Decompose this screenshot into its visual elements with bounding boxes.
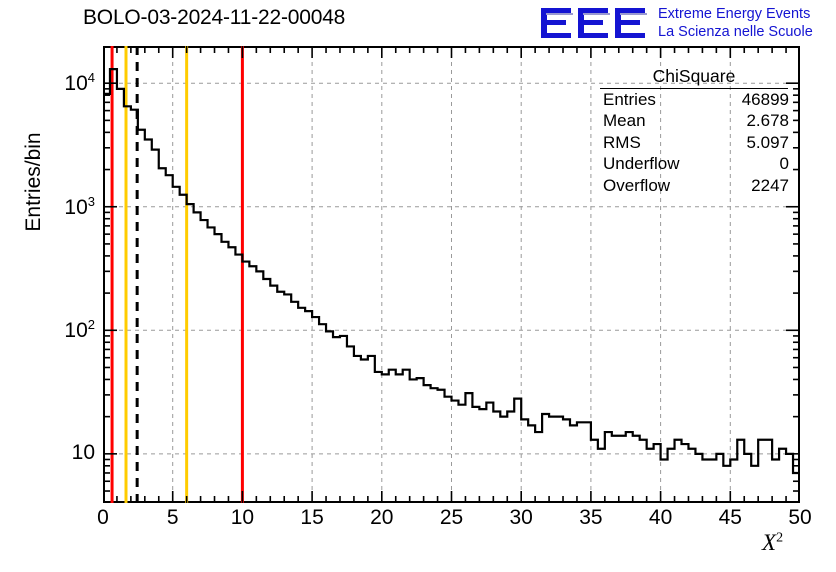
x-axis-tick-label: 35	[579, 506, 603, 529]
x-axis-tick-label: 50	[788, 506, 812, 529]
statistics-key: Entries	[603, 89, 656, 109]
eee-logo: Extreme Energy Events La Scienza nelle S…	[540, 4, 832, 42]
y-axis-title: Entries/bin	[22, 132, 45, 232]
marker-lines	[110, 46, 244, 503]
statistics-value: 5.097	[746, 132, 789, 152]
statistics-row: Entries 46899	[603, 89, 789, 111]
x-axis-tick-label: 10	[230, 506, 255, 529]
histogram-outline	[103, 68, 800, 503]
statistics-row: Overflow 2247	[603, 175, 789, 197]
eee-logo-mark	[541, 8, 647, 38]
statistics-row: Underflow 0	[603, 153, 789, 175]
y-axis-tick-label: 10	[71, 440, 95, 464]
y-axis-tick-label: 102	[64, 317, 95, 343]
x-axis-tick-label: 20	[370, 506, 394, 529]
x-axis-tick-label: 40	[648, 506, 673, 529]
statistics-value: 2247	[751, 175, 789, 195]
statistics-value: 2.678	[746, 111, 789, 130]
x-axis-title-text: X	[762, 530, 777, 555]
statistics-row: Mean 2.678	[603, 110, 789, 132]
x-axis-tick-label: 45	[718, 506, 742, 529]
x-axis-tick-label: 30	[509, 506, 533, 529]
y-axis-tick-label: 103	[64, 193, 95, 219]
statistics-rows: Entries 46899 Mean 2.678 RMS 5.097 Underflow 0 O…	[596, 89, 796, 197]
x-axis-title-exponent: 2	[776, 530, 784, 546]
statistics-key: Mean	[603, 111, 646, 130]
page-title: BOLO-03-2024-11-22-00048	[83, 6, 346, 29]
statistics-key: Overflow	[603, 175, 671, 195]
x-axis-title: X2	[762, 530, 783, 556]
statistics-key: Underflow	[603, 154, 680, 173]
x-axis-tick-label: 25	[439, 506, 464, 529]
statistics-value: 0	[779, 154, 789, 173]
x-axis-tick-label: 15	[300, 506, 324, 529]
statistics-box: ChiSquare Entries 46899 Mean 2.678 RMS 5.097 U…	[596, 66, 796, 196]
axis-ticks	[103, 46, 800, 503]
histogram-plot	[103, 46, 800, 503]
eee-logo-line1: Extreme Energy Events	[658, 6, 811, 22]
eee-logo-line2: La Scienza nelle Scuole	[658, 24, 813, 40]
statistics-row: RMS 5.097	[603, 132, 789, 154]
y-axis-tick-label: 104	[64, 70, 95, 96]
statistics-title: ChiSquare	[600, 66, 788, 89]
x-axis-tick-label: 5	[166, 506, 179, 529]
statistics-value: 46899	[741, 89, 789, 109]
x-axis-tick-label: 0	[97, 506, 109, 529]
statistics-key: RMS	[603, 132, 641, 152]
